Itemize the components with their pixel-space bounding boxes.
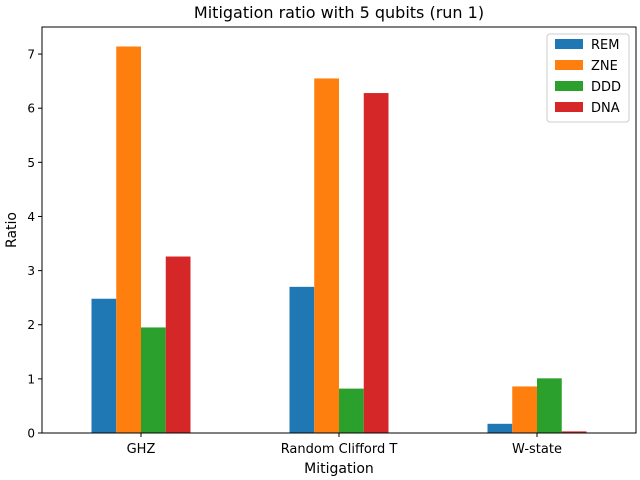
y-tick-label: 1: [27, 372, 35, 386]
legend-swatch-ddd: [555, 81, 583, 91]
y-axis: 0 1 2 3 4 5 6 7: [27, 48, 42, 441]
y-tick-label: 3: [27, 264, 35, 278]
bar-zne-w-state: [512, 386, 537, 433]
bar-rem-w-state: [487, 423, 513, 433]
y-axis-label: Ratio: [4, 212, 20, 248]
legend-box: [546, 33, 630, 123]
legend: REM ZNE DDD DNA: [546, 33, 630, 123]
bar-zne-random-clifford-t: [314, 78, 339, 434]
y-tick-label: 5: [27, 156, 35, 170]
legend-swatch-rem: [555, 39, 583, 49]
legend-label-ddd: DDD: [591, 80, 621, 95]
x-tick-label: GHZ: [127, 442, 156, 457]
bar-dna-w-state: [561, 431, 587, 433]
x-axis-label: Mitigation: [304, 461, 374, 477]
bar-zne-ghz: [116, 46, 141, 434]
y-tick-label: 0: [27, 427, 35, 441]
bar-dna-random-clifford-t: [363, 93, 389, 433]
y-tick-label: 2: [27, 318, 35, 332]
bar-rem-ghz: [91, 298, 117, 433]
bar-ddd-w-state: [537, 378, 562, 433]
legend-swatch-dna: [555, 102, 583, 112]
y-tick-label: 7: [27, 48, 35, 62]
bar-ddd-random-clifford-t: [339, 388, 364, 433]
x-tick-label: W-state: [512, 442, 562, 457]
x-tick-label: Random Clifford T: [281, 442, 398, 457]
bar-ddd-ghz: [141, 327, 166, 433]
legend-label-dna: DNA: [591, 101, 620, 116]
legend-label-zne: ZNE: [591, 59, 618, 74]
x-axis: GHZ Random Clifford T W-state: [127, 433, 562, 457]
bar-dna-ghz: [165, 256, 191, 433]
legend-label-rem: REM: [591, 38, 619, 53]
y-tick-label: 4: [27, 210, 35, 224]
bar-rem-random-clifford-t: [289, 286, 315, 433]
bars-layer: [91, 46, 587, 434]
legend-swatch-zne: [555, 60, 583, 70]
chart-title: Mitigation ratio with 5 qubits (run 1): [194, 3, 484, 22]
y-tick-label: 6: [27, 102, 35, 116]
